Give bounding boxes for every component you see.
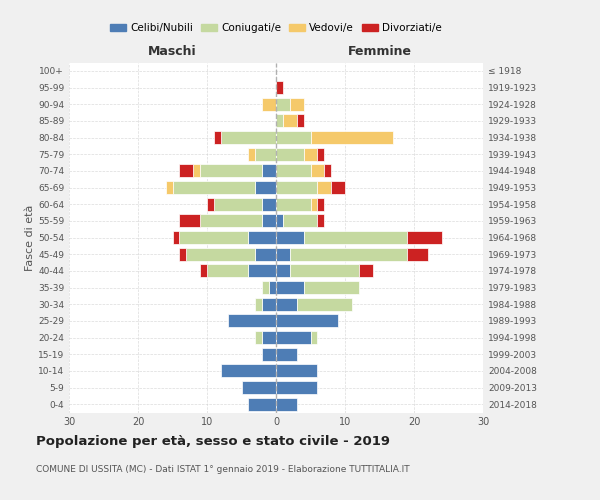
Bar [283, 114, 296, 128]
Text: Popolazione per età, sesso e stato civile - 2019: Popolazione per età, sesso e stato civil… [36, 435, 390, 448]
Bar [304, 281, 359, 294]
Bar [248, 148, 256, 160]
Bar [179, 231, 248, 244]
Bar [262, 198, 276, 210]
Bar [304, 148, 317, 160]
Bar [317, 148, 324, 160]
Bar [276, 214, 283, 228]
Bar [331, 181, 345, 194]
Bar [262, 214, 276, 228]
Bar [207, 198, 214, 210]
Bar [296, 298, 352, 310]
Bar [248, 398, 276, 410]
Y-axis label: Fasce di età: Fasce di età [25, 204, 35, 270]
Bar [262, 331, 276, 344]
Bar [256, 298, 262, 310]
Bar [276, 181, 317, 194]
Bar [262, 348, 276, 360]
Bar [276, 331, 311, 344]
Bar [317, 181, 331, 194]
Bar [276, 114, 283, 128]
Bar [276, 81, 283, 94]
Bar [276, 98, 290, 110]
Legend: Celibi/Nubili, Coniugati/e, Vedovi/e, Divorziati/e: Celibi/Nubili, Coniugati/e, Vedovi/e, Di… [106, 18, 446, 37]
Bar [276, 348, 296, 360]
Bar [296, 114, 304, 128]
Bar [207, 264, 248, 278]
Bar [276, 198, 311, 210]
Bar [200, 214, 262, 228]
Bar [256, 331, 262, 344]
Bar [283, 214, 317, 228]
Bar [269, 281, 276, 294]
Bar [276, 131, 311, 144]
Bar [262, 298, 276, 310]
Bar [290, 248, 407, 260]
Bar [200, 164, 262, 177]
Bar [290, 98, 304, 110]
Bar [407, 248, 428, 260]
Bar [325, 164, 331, 177]
Bar [276, 398, 296, 410]
Bar [276, 314, 338, 328]
Bar [200, 264, 207, 278]
Bar [276, 281, 304, 294]
Bar [311, 131, 394, 144]
Bar [256, 148, 276, 160]
Bar [276, 164, 311, 177]
Bar [317, 198, 324, 210]
Bar [311, 331, 317, 344]
Bar [276, 148, 304, 160]
Bar [214, 131, 221, 144]
Bar [214, 198, 262, 210]
Bar [187, 248, 256, 260]
Bar [166, 181, 173, 194]
Bar [179, 248, 187, 260]
Bar [248, 264, 276, 278]
Bar [290, 264, 359, 278]
Bar [262, 98, 276, 110]
Bar [317, 214, 324, 228]
Bar [248, 231, 276, 244]
Bar [256, 181, 276, 194]
Bar [221, 131, 276, 144]
Bar [276, 264, 290, 278]
Bar [262, 281, 269, 294]
Text: Femmine: Femmine [347, 44, 412, 58]
Bar [256, 248, 276, 260]
Bar [276, 364, 317, 378]
Bar [193, 164, 200, 177]
Bar [228, 314, 276, 328]
Bar [221, 364, 276, 378]
Bar [241, 381, 276, 394]
Text: COMUNE DI USSITA (MC) - Dati ISTAT 1° gennaio 2019 - Elaborazione TUTTITALIA.IT: COMUNE DI USSITA (MC) - Dati ISTAT 1° ge… [36, 465, 410, 474]
Bar [173, 181, 256, 194]
Bar [276, 381, 317, 394]
Text: Maschi: Maschi [148, 44, 197, 58]
Bar [173, 231, 179, 244]
Bar [276, 231, 304, 244]
Bar [407, 231, 442, 244]
Bar [179, 214, 200, 228]
Bar [311, 198, 317, 210]
Bar [359, 264, 373, 278]
Bar [276, 248, 290, 260]
Bar [304, 231, 407, 244]
Bar [276, 298, 296, 310]
Bar [311, 164, 325, 177]
Bar [262, 164, 276, 177]
Bar [179, 164, 193, 177]
